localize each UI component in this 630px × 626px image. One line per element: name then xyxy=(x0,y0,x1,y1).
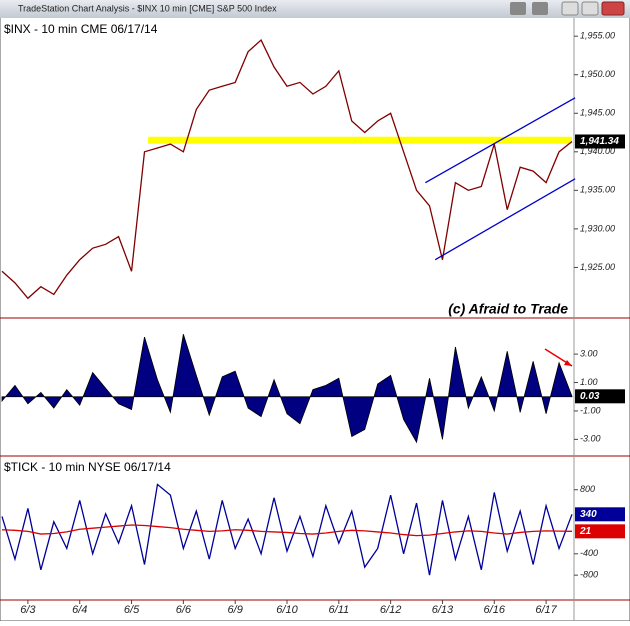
last-value-box xyxy=(575,507,625,522)
x-tick-label: 6/10 xyxy=(276,604,298,616)
last-value-label: 340 xyxy=(580,509,597,520)
y-tick-label: 1,950.00 xyxy=(580,69,615,79)
x-tick-label: 6/4 xyxy=(72,604,87,616)
y-tick-label: 1,935.00 xyxy=(580,185,615,195)
y-tick-label: 1,925.00 xyxy=(580,262,615,272)
x-tick-label: 6/6 xyxy=(176,604,192,616)
last-value-label: 1,941.34 xyxy=(580,136,619,147)
title-bar xyxy=(0,0,630,18)
y-tick-label: -400 xyxy=(580,548,598,558)
series-line xyxy=(1,38,573,300)
x-tick-label: 6/13 xyxy=(432,604,454,616)
y-tick-label: -3.00 xyxy=(580,434,601,444)
x-tick-label: 6/16 xyxy=(484,604,506,616)
last-value-box xyxy=(575,524,625,539)
x-tick-label: 6/3 xyxy=(20,604,36,616)
x-tick-label: 6/17 xyxy=(535,604,557,616)
channel-line xyxy=(425,97,576,184)
last-value-box xyxy=(575,389,625,404)
panel-title: $INX - 10 min CME 06/17/14 xyxy=(4,22,158,36)
window-button[interactable] xyxy=(510,2,526,15)
last-value-label: 0.03 xyxy=(580,391,600,402)
maximize-button[interactable] xyxy=(581,1,599,16)
y-tick-label: -800 xyxy=(580,570,598,580)
x-tick-label: 6/9 xyxy=(228,604,243,616)
x-tick-label: 6/12 xyxy=(380,604,401,616)
last-value-box xyxy=(575,134,625,149)
x-tick-label: 6/5 xyxy=(124,604,140,616)
y-tick-label: 1.00 xyxy=(580,377,598,387)
y-tick-label: 3.00 xyxy=(580,348,598,358)
y-tick-label: 800 xyxy=(580,484,595,494)
close-button[interactable] xyxy=(601,1,625,16)
arrow-head xyxy=(564,360,572,366)
last-value-label: 21 xyxy=(579,526,592,537)
window-title: TradeStation Chart Analysis - $INX 10 mi… xyxy=(18,3,277,13)
x-tick-label: 6/11 xyxy=(329,604,350,616)
channel-line xyxy=(434,178,576,261)
panel-title: $TICK - 10 min NYSE 06/17/14 xyxy=(4,460,171,474)
y-tick-label: 1,955.00 xyxy=(580,31,615,41)
y-tick-label: 1,945.00 xyxy=(580,108,615,118)
series-line xyxy=(1,483,573,576)
y-tick-label: 1,940.00 xyxy=(580,146,615,156)
minimize-button[interactable] xyxy=(561,1,579,16)
window-button[interactable] xyxy=(532,2,548,15)
y-tick-label: 1,930.00 xyxy=(580,223,615,233)
oscillator-area xyxy=(1,334,573,444)
y-tick-label: -1.00 xyxy=(580,405,601,415)
series-line xyxy=(1,524,573,537)
watermark: (c) Afraid to Trade xyxy=(448,301,568,317)
